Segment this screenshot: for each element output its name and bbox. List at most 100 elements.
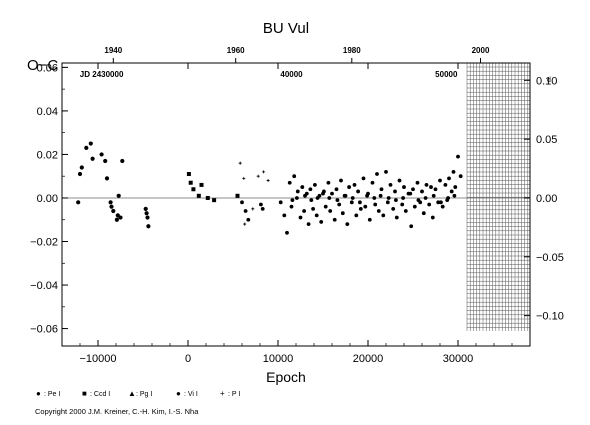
point-pe-i	[104, 176, 110, 181]
point-vi-i	[308, 187, 313, 192]
point-vi-i	[423, 196, 428, 200]
point-vi-i	[430, 215, 435, 220]
point-vi-i	[259, 202, 263, 207]
plot-frame	[61, 62, 531, 347]
right-axis-unit: d	[547, 77, 551, 84]
point-vi-i	[246, 217, 251, 222]
point-vi-i	[373, 202, 378, 207]
legend: ●: Pe I ■: Ccd I ▲: Pg I ●: Vi I +: P I	[36, 389, 240, 398]
point-pe-i	[77, 171, 83, 177]
right-y-tick-label: 0.00	[536, 193, 557, 205]
x-tick-label: −10000	[79, 353, 116, 365]
point-vi-i	[385, 200, 390, 205]
legend-label: : Pe I	[44, 391, 60, 398]
point-vi-i	[447, 176, 451, 181]
point-vi-i	[345, 222, 350, 226]
point-vi-i	[356, 189, 360, 194]
y-tick-label: 0.04	[37, 106, 58, 118]
point-pg-i	[242, 176, 246, 180]
point-vi-i	[429, 185, 433, 189]
point-ccd-i	[191, 187, 196, 192]
point-vi-i	[298, 215, 303, 220]
legend-label: : Ccd I	[90, 391, 110, 398]
point-pg-i	[256, 174, 260, 178]
point-vi-i	[431, 193, 436, 198]
x-axis-label: Epoch	[266, 369, 306, 385]
point-ccd-i	[186, 172, 191, 177]
point-pe-i	[108, 200, 113, 205]
data-points	[76, 141, 463, 235]
point-pe-i	[120, 158, 125, 164]
point-vi-i	[397, 178, 402, 183]
y-tick-label: 0.06	[37, 62, 58, 74]
point-vi-i	[309, 198, 314, 203]
point-ccd-i	[212, 198, 217, 203]
point-pe-i	[144, 211, 149, 216]
point-pe-i	[118, 215, 123, 220]
point-vi-i	[352, 183, 357, 187]
axis-ticks: −10000 0 10000 20000 30000 0.06 0.04 0.02 0.00 −0…	[30, 46, 564, 365]
point-vi-i	[416, 198, 421, 203]
jd-tick-label: 40000	[280, 70, 303, 79]
point-vi-i	[340, 211, 345, 216]
point-vi-i	[240, 200, 244, 205]
legend-symbol: ■	[82, 389, 87, 398]
point-vi-i	[393, 189, 397, 194]
point-vi-i	[306, 222, 311, 226]
point-vi-i	[424, 183, 429, 187]
point-vi-i	[409, 224, 414, 229]
shaded-grid-region	[466, 63, 530, 331]
right-y-tick-label: 0.10	[536, 75, 557, 87]
point-pe-i	[79, 165, 84, 170]
point-vi-i	[415, 180, 420, 185]
point-vi-i	[358, 206, 363, 211]
point-p-i	[243, 222, 247, 226]
point-vi-i	[350, 196, 355, 200]
legend-symbol: +	[220, 389, 225, 398]
year-tick-label: 1940	[104, 46, 122, 55]
point-vi-i	[295, 189, 300, 194]
point-vi-i	[282, 213, 287, 218]
point-vi-i	[342, 193, 347, 198]
point-vi-i	[321, 191, 325, 196]
point-vi-i	[386, 196, 391, 200]
point-vi-i	[440, 204, 445, 209]
point-vi-i	[313, 183, 317, 187]
point-vi-i	[311, 206, 315, 211]
x-tick-label: 0	[185, 353, 191, 365]
point-vi-i	[300, 185, 305, 189]
point-p-i	[251, 207, 255, 211]
point-pe-i	[111, 208, 116, 214]
point-vi-i	[388, 183, 393, 187]
point-vi-i	[400, 202, 405, 207]
point-vi-i	[303, 193, 307, 198]
point-vi-i	[334, 187, 339, 192]
point-pe-i	[99, 152, 104, 157]
point-vi-i	[339, 178, 343, 183]
point-ccd-i	[205, 195, 210, 200]
point-ccd-i	[188, 180, 193, 185]
x-tick-label: 30000	[443, 353, 474, 365]
point-vi-i	[337, 202, 342, 207]
point-vi-i	[302, 209, 306, 213]
point-vi-i	[379, 187, 384, 192]
point-pe-i	[76, 200, 81, 205]
point-vi-i	[347, 185, 351, 189]
right-y-tick-label: 0.05	[536, 134, 557, 146]
point-vi-i	[349, 200, 354, 205]
point-vi-i	[363, 204, 368, 209]
point-vi-i	[436, 200, 441, 205]
point-vi-i	[290, 198, 295, 203]
copyright-text: Copyright 2000 J.M. Kreiner, C.-H. Kim, …	[35, 407, 199, 416]
point-vi-i	[323, 204, 328, 209]
point-vi-i	[456, 154, 460, 159]
y-tick-label: −0.02	[30, 237, 58, 249]
point-vi-i	[328, 209, 333, 213]
point-vi-i	[449, 189, 454, 194]
legend-symbol: ●	[36, 389, 41, 398]
point-vi-i	[326, 180, 331, 185]
right-y-tick-label: −0.05	[536, 252, 564, 264]
point-vi-i	[394, 198, 398, 203]
year-tick-label: 2000	[472, 46, 490, 55]
point-vi-i	[427, 202, 432, 207]
